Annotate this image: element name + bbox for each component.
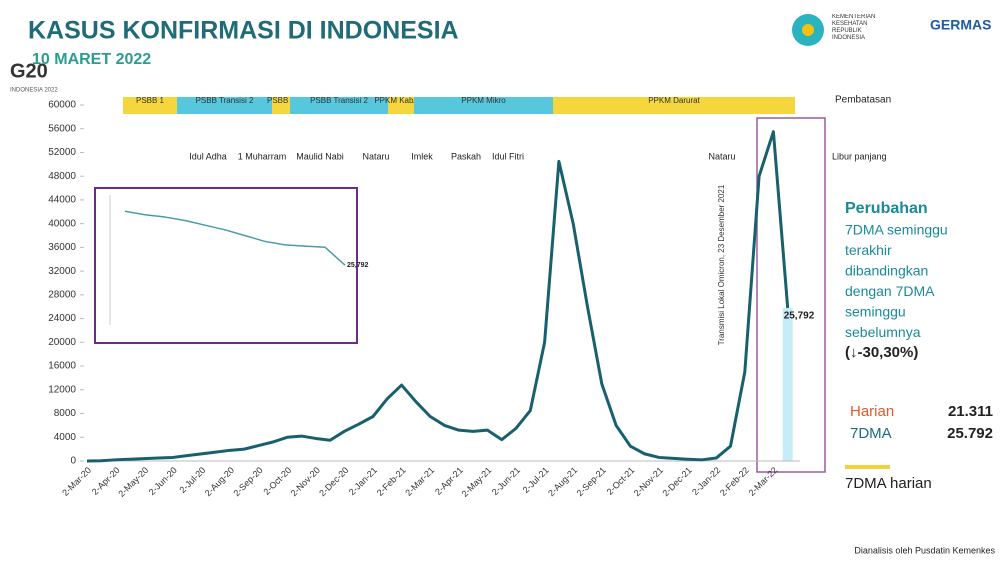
x-tick-label: 2-Sep-21 [575, 465, 608, 498]
holiday-label: Idul Adha [189, 151, 227, 161]
y-tick-label: 12000 [48, 384, 76, 395]
y-tick-label: 32000 [48, 266, 76, 277]
panel-text: dibandingkan [845, 263, 928, 279]
restriction-band [290, 97, 388, 114]
panel-text: seminggu [845, 304, 906, 320]
restriction-band [414, 97, 553, 114]
panel-heading: Perubahan [845, 200, 928, 217]
holiday-label: Nataru [708, 151, 735, 161]
value-label: 25,792 [784, 311, 815, 322]
x-tick-label: 2-Jan-21 [347, 465, 379, 497]
holiday-label: Maulid Nabi [296, 151, 344, 161]
x-tick-label: 2-Mar-22 [747, 465, 780, 498]
last-value-bar [782, 307, 793, 461]
x-tick-label: 2-Nov-20 [289, 465, 322, 498]
restriction-label: PSBB 2 [267, 96, 296, 105]
stat-label: Harian [850, 403, 894, 420]
footer: Dianalisis oleh Pusdatin Kemenkes [854, 545, 995, 555]
x-tick-label: 2-Sep-20 [231, 465, 264, 498]
date: 10 MARET 2022 [32, 51, 151, 68]
inset-frame [94, 187, 358, 344]
restriction-label: PPKM Mikro [461, 96, 506, 105]
y-tick-label: 24000 [48, 313, 76, 324]
y-tick-label: 8000 [54, 408, 77, 419]
germas-logo: GERMAS [930, 17, 991, 33]
omicron-note: Transmisi Lokal Omicron, 23 Desember 202… [717, 184, 726, 345]
ministry-name-box: KEMENTERIAN KESEHATAN REPUBLIK INDONESIA [832, 14, 876, 41]
restriction-band [123, 97, 177, 114]
restriction-label: PSBB Transisi 2 [310, 96, 368, 105]
restriction-label: PPKM Darurat [648, 96, 700, 105]
y-tick-label: 0 [70, 456, 76, 467]
legend-label: 7DMA harian [845, 475, 932, 492]
y-tick-label: 20000 [48, 337, 76, 348]
restriction-label: PPKM Kab/Kot [374, 96, 428, 105]
restriction-label: PSBB 1 [136, 96, 165, 105]
holiday-label: Idul Fitri [492, 151, 524, 161]
y-tick-label: 16000 [48, 361, 76, 372]
panel-text: sebelumnya [845, 324, 921, 340]
x-tick-label: 2-Feb-21 [375, 465, 408, 498]
x-tick-label: 2-Feb-22 [718, 465, 751, 498]
change: (↓-30,30%) [845, 344, 918, 361]
x-tick-label: 2-Mar-21 [403, 465, 436, 498]
x-tick-label: 2-Nov-21 [632, 465, 665, 498]
holiday-label: 1 Muharram [238, 151, 287, 161]
panel-text: terakhir [845, 242, 892, 258]
x-tick-label: 2-Dec-20 [317, 465, 350, 498]
y-tick-label: 36000 [48, 242, 76, 253]
holidays-label: Libur panjang [832, 151, 887, 161]
restriction-band [177, 97, 272, 114]
bands-label: Pembatasan [835, 95, 891, 106]
stat-label: 7DMA [850, 425, 892, 442]
restriction-band [272, 97, 290, 114]
line [124, 210, 346, 266]
y-tick-label: 28000 [48, 290, 76, 301]
y-tick-label: 52000 [48, 147, 76, 158]
restriction-band [388, 97, 414, 114]
x-tick-label: 2-Aug-21 [546, 465, 579, 498]
y-tick-label: 40000 [48, 218, 76, 229]
ministry-logo-center [802, 24, 814, 36]
g20-logo: G20 [10, 60, 48, 82]
main-chart: PSBB 1 PSBB Transisi 2 PSBB 2 PSBB Transisi… [48, 96, 815, 499]
panel-text: 7DMA seminggu [845, 222, 948, 238]
x-tick-label: 2-Jun-20 [147, 465, 179, 497]
y-tick-label: 4000 [54, 432, 77, 443]
x-tick-label: 2-Jun-21 [490, 465, 522, 497]
g20-sub: INDONESIA 2022 [10, 88, 58, 94]
holiday-label: Nataru [362, 151, 389, 161]
x-tick-label: 2-May-20 [116, 465, 150, 499]
holiday-label: Imlek [411, 151, 433, 161]
x-tick-label: 2-Dec-21 [660, 465, 693, 498]
value-label: 25,792 [347, 262, 369, 269]
y-tick-label: 60000 [48, 100, 76, 111]
title: KASUS KONFIRMASI DI INDONESIA [28, 17, 459, 45]
stat-value: 25.792 [947, 425, 993, 442]
stat-value: 21.311 [948, 403, 993, 420]
restriction-band [553, 97, 795, 114]
holiday-label: Paskah [451, 151, 481, 161]
x-tick-label: 2-May-21 [460, 465, 494, 499]
ministry-name: KEMENTERIAN KESEHATAN REPUBLIK INDONESIA [832, 14, 876, 41]
side-panel: 7DMA seminggu terakhir dibandingkan dengan … [845, 222, 993, 442]
panel-text: dengan 7DMA [845, 283, 935, 299]
restriction-label: PSBB Transisi 2 [196, 96, 254, 105]
x-tick-label: 2-Aug-20 [203, 465, 236, 498]
y-tick-label: 56000 [48, 123, 76, 134]
x-tick-label: 2-Jan-22 [690, 465, 722, 497]
highlight-box [756, 117, 826, 473]
x-tick-label: 2-Mar-20 [60, 465, 93, 498]
line [86, 130, 790, 463]
y-tick-label: 44000 [48, 195, 76, 206]
y-tick-label: 48000 [48, 171, 76, 182]
